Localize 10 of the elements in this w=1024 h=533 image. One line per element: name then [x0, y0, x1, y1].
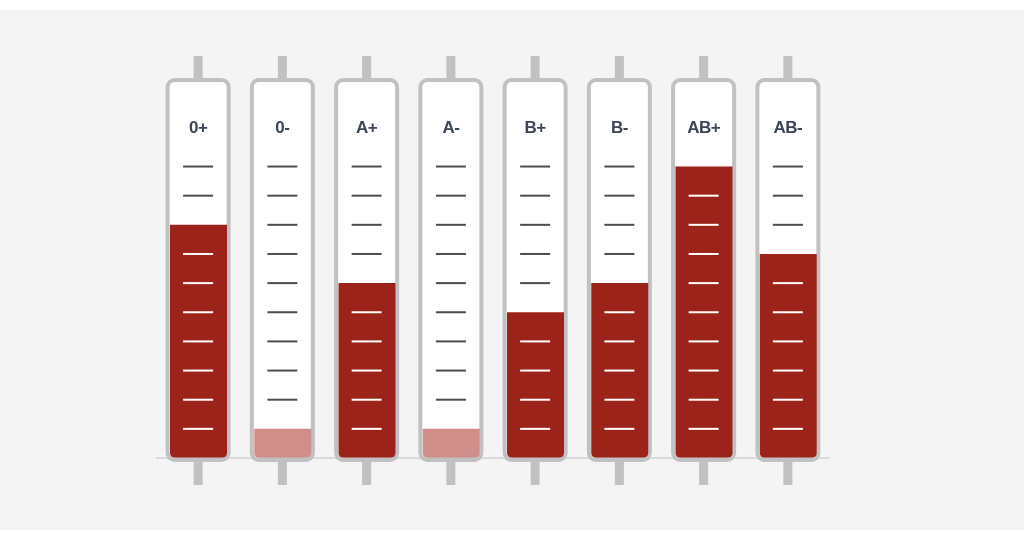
x-tick-label: A-	[442, 118, 460, 137]
x-tick-label: 0+	[188, 118, 208, 137]
x-tick-label: A+	[356, 118, 378, 137]
bar	[254, 428, 312, 458]
x-tick-label: 0-	[275, 118, 290, 137]
x-tick-label: AB-	[773, 118, 803, 137]
x-tick-label: B+	[524, 118, 547, 137]
x-tick-label: AB+	[687, 118, 721, 137]
x-tick-label: B-	[610, 118, 628, 137]
bar	[422, 428, 480, 458]
